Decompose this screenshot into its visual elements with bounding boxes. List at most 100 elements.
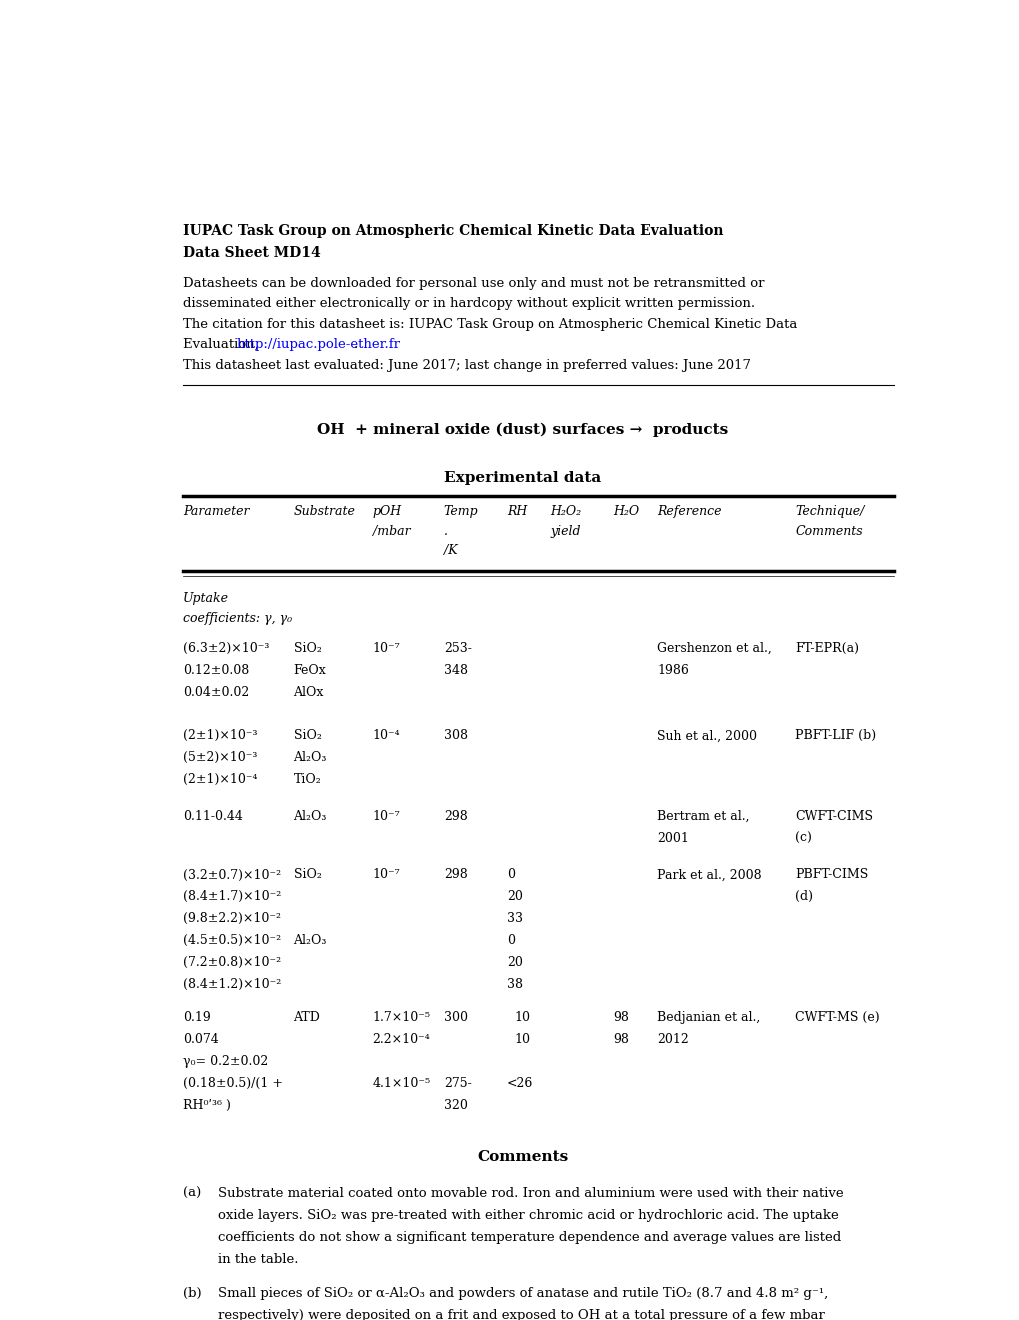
Text: /K: /K — [443, 544, 457, 557]
Text: (6.3±2)×10⁻³: (6.3±2)×10⁻³ — [182, 642, 269, 655]
Text: disseminated either electronically or in hardcopy without explicit written permi: disseminated either electronically or in… — [182, 297, 754, 310]
Text: (2±1)×10⁻⁴: (2±1)×10⁻⁴ — [182, 774, 257, 787]
Text: pOH: pOH — [372, 506, 401, 519]
Text: Al₂O₃: Al₂O₃ — [293, 810, 326, 822]
Text: 275-: 275- — [443, 1077, 471, 1090]
Text: TiO₂: TiO₂ — [293, 774, 321, 787]
Text: (5±2)×10⁻³: (5±2)×10⁻³ — [182, 751, 257, 764]
Text: 38: 38 — [506, 978, 523, 991]
Text: OH  + mineral oxide (dust) surfaces →  products: OH + mineral oxide (dust) surfaces → pro… — [317, 422, 728, 437]
Text: (d): (d) — [795, 891, 813, 903]
Text: http://iupac.pole-ether.fr: http://iupac.pole-ether.fr — [236, 338, 400, 351]
Text: Substrate: Substrate — [293, 506, 355, 519]
Text: Temp: Temp — [443, 506, 478, 519]
Text: 0.04±0.02: 0.04±0.02 — [182, 685, 249, 698]
Text: Evaluation,: Evaluation, — [182, 338, 263, 351]
Text: yield: yield — [550, 524, 581, 537]
Text: (8.4±1.7)×10⁻²: (8.4±1.7)×10⁻² — [182, 891, 281, 903]
Text: RH: RH — [506, 506, 527, 519]
Text: H₂O: H₂O — [613, 506, 639, 519]
Text: 4.1×10⁻⁵: 4.1×10⁻⁵ — [372, 1077, 430, 1090]
Text: Experimental data: Experimental data — [443, 470, 601, 484]
Text: (7.2±0.8)×10⁻²: (7.2±0.8)×10⁻² — [182, 956, 280, 969]
Text: Comments: Comments — [477, 1150, 568, 1164]
Text: 2012: 2012 — [656, 1034, 688, 1047]
Text: 0.11-0.44: 0.11-0.44 — [182, 810, 243, 822]
Text: in the table.: in the table. — [218, 1253, 299, 1266]
Text: 2001: 2001 — [656, 832, 689, 845]
Text: Datasheets can be downloaded for personal use only and must not be retransmitted: Datasheets can be downloaded for persona… — [182, 277, 763, 289]
Text: 10⁻⁷: 10⁻⁷ — [372, 642, 399, 655]
Text: γ₀= 0.2±0.02: γ₀= 0.2±0.02 — [182, 1055, 268, 1068]
Text: (3.2±0.7)×10⁻²: (3.2±0.7)×10⁻² — [182, 869, 280, 882]
Text: 98: 98 — [613, 1034, 629, 1047]
Text: Al₂O₃: Al₂O₃ — [293, 935, 326, 948]
Text: RH⁰ʹ³⁶ ): RH⁰ʹ³⁶ ) — [182, 1100, 230, 1111]
Text: 300: 300 — [443, 1011, 468, 1024]
Text: 10: 10 — [515, 1034, 530, 1047]
Text: Bedjanian et al.,: Bedjanian et al., — [656, 1011, 759, 1024]
Text: <26: <26 — [506, 1077, 533, 1090]
Text: Small pieces of SiO₂ or α-Al₂O₃ and powders of anatase and rutile TiO₂ (8.7 and : Small pieces of SiO₂ or α-Al₂O₃ and powd… — [218, 1287, 827, 1300]
Text: 0.074: 0.074 — [182, 1034, 218, 1047]
Text: The citation for this datasheet is: IUPAC Task Group on Atmospheric Chemical Kin: The citation for this datasheet is: IUPA… — [182, 318, 797, 330]
Text: .: . — [443, 524, 447, 537]
Text: 2.2×10⁻⁴: 2.2×10⁻⁴ — [372, 1034, 430, 1047]
Text: Data Sheet MD14: Data Sheet MD14 — [182, 246, 320, 260]
Text: SiO₂: SiO₂ — [293, 730, 321, 742]
Text: 0: 0 — [506, 935, 515, 948]
Text: 0.12±0.08: 0.12±0.08 — [182, 664, 249, 677]
Text: Uptake: Uptake — [182, 593, 228, 605]
Text: (0.18±0.5)/(1 +: (0.18±0.5)/(1 + — [182, 1077, 282, 1090]
Text: (9.8±2.2)×10⁻²: (9.8±2.2)×10⁻² — [182, 912, 280, 925]
Text: CWFT-MS (e): CWFT-MS (e) — [795, 1011, 879, 1024]
Text: Gershenzon et al.,: Gershenzon et al., — [656, 642, 771, 655]
Text: 10⁻⁴: 10⁻⁴ — [372, 730, 399, 742]
Text: (a): (a) — [182, 1187, 201, 1200]
Text: (2±1)×10⁻³: (2±1)×10⁻³ — [182, 730, 257, 742]
Text: Park et al., 2008: Park et al., 2008 — [656, 869, 761, 882]
Text: 10⁻⁷: 10⁻⁷ — [372, 869, 399, 882]
Text: Reference: Reference — [656, 506, 720, 519]
Text: 1.7×10⁻⁵: 1.7×10⁻⁵ — [372, 1011, 430, 1024]
Text: 348: 348 — [443, 664, 468, 677]
Text: (c): (c) — [795, 832, 811, 845]
Text: oxide layers. SiO₂ was pre-treated with either chromic acid or hydrochloric acid: oxide layers. SiO₂ was pre-treated with … — [218, 1209, 839, 1222]
Text: Bertram et al.,: Bertram et al., — [656, 810, 749, 822]
Text: Substrate material coated onto movable rod. Iron and aluminium were used with th: Substrate material coated onto movable r… — [218, 1187, 843, 1200]
Text: 298: 298 — [443, 810, 467, 822]
Text: AlOx: AlOx — [293, 685, 324, 698]
Text: coefficients: γ, γ₀: coefficients: γ, γ₀ — [182, 612, 291, 626]
Text: 10⁻⁷: 10⁻⁷ — [372, 810, 399, 822]
Text: (8.4±1.2)×10⁻²: (8.4±1.2)×10⁻² — [182, 978, 281, 991]
Text: ATD: ATD — [293, 1011, 320, 1024]
Text: 10: 10 — [515, 1011, 530, 1024]
Text: Al₂O₃: Al₂O₃ — [293, 751, 326, 764]
Text: 298: 298 — [443, 869, 467, 882]
Text: (b): (b) — [182, 1287, 202, 1300]
Text: H₂O₂: H₂O₂ — [550, 506, 581, 519]
Text: 1986: 1986 — [656, 664, 689, 677]
Text: respectively) were deposited on a frit and exposed to OH at a total pressure of : respectively) were deposited on a frit a… — [218, 1309, 824, 1320]
Text: (4.5±0.5)×10⁻²: (4.5±0.5)×10⁻² — [182, 935, 280, 948]
Text: CWFT-CIMS: CWFT-CIMS — [795, 810, 872, 822]
Text: FT-EPR(a): FT-EPR(a) — [795, 642, 859, 655]
Text: 0: 0 — [506, 869, 515, 882]
Text: PBFT-LIF (b): PBFT-LIF (b) — [795, 730, 875, 742]
Text: .: . — [354, 338, 358, 351]
Text: /mbar: /mbar — [372, 524, 410, 537]
Text: coefficients do not show a significant temperature dependence and average values: coefficients do not show a significant t… — [218, 1230, 841, 1243]
Text: This datasheet last evaluated: June 2017; last change in preferred values: June : This datasheet last evaluated: June 2017… — [182, 359, 750, 371]
Text: SiO₂: SiO₂ — [293, 869, 321, 882]
Text: PBFT-CIMS: PBFT-CIMS — [795, 869, 868, 882]
Text: SiO₂: SiO₂ — [293, 642, 321, 655]
Text: Technique/: Technique/ — [795, 506, 864, 519]
Text: 98: 98 — [613, 1011, 629, 1024]
Text: 320: 320 — [443, 1100, 467, 1111]
Text: 253-: 253- — [443, 642, 471, 655]
Text: Comments: Comments — [795, 524, 862, 537]
Text: 20: 20 — [506, 956, 523, 969]
Text: 33: 33 — [506, 912, 523, 925]
Text: IUPAC Task Group on Atmospheric Chemical Kinetic Data Evaluation: IUPAC Task Group on Atmospheric Chemical… — [182, 224, 722, 239]
Text: 0.19: 0.19 — [182, 1011, 210, 1024]
